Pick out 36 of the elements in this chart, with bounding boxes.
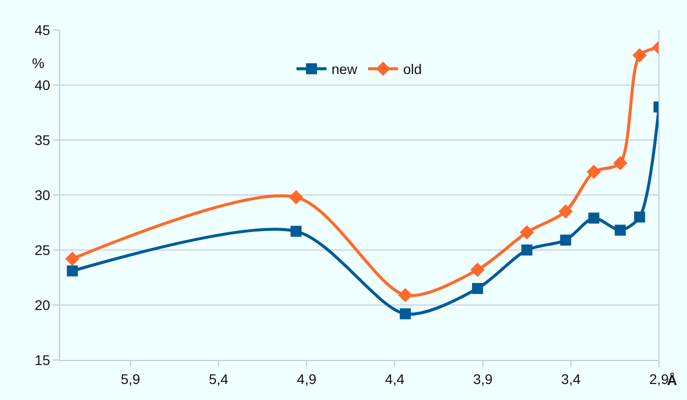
x-tick-label: 3,4 — [561, 370, 581, 387]
point — [65, 252, 80, 266]
point — [521, 244, 532, 256]
point — [472, 283, 484, 294]
point — [613, 156, 628, 170]
point — [520, 225, 534, 240]
x-tick-label: 5,4 — [208, 370, 228, 387]
y-tick-label: 30 — [34, 186, 50, 203]
x-axis-title: Å — [667, 372, 678, 388]
point — [398, 288, 412, 302]
point — [66, 265, 78, 276]
point — [588, 212, 600, 224]
y-tick-label: 15 — [34, 352, 50, 368]
point — [558, 204, 573, 219]
y-tick-label: 35 — [34, 132, 50, 148]
point — [634, 212, 646, 222]
x-tick-label: 3,9 — [473, 370, 493, 387]
x-tick-label: 5,9 — [120, 370, 140, 387]
point — [290, 226, 302, 237]
point — [560, 234, 572, 246]
legend-label: new — [332, 61, 358, 78]
point — [614, 224, 626, 236]
point — [586, 164, 601, 180]
point — [632, 48, 647, 62]
y-tick-label: 40 — [34, 76, 50, 93]
y-tick-label: 45 — [34, 22, 50, 38]
point — [288, 190, 304, 204]
point — [470, 262, 485, 277]
y-tick-label: 20 — [34, 296, 50, 313]
x-tick-label: 4,9 — [296, 370, 317, 387]
y-axis-title: % — [32, 55, 44, 71]
x-tick-label: 2,9 — [649, 370, 669, 387]
legend-label: old — [403, 61, 422, 78]
y-tick-label: 25 — [34, 242, 50, 258]
point — [400, 308, 411, 320]
x-tick-label: 4,4 — [385, 370, 405, 387]
